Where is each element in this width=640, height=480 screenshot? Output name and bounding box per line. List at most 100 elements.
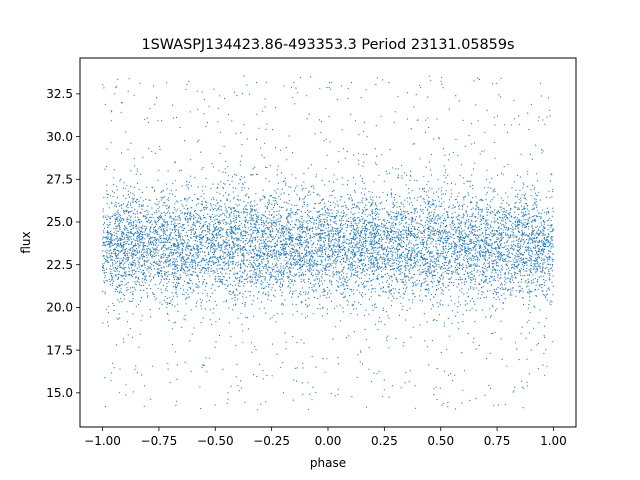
data-point [468, 194, 470, 196]
data-point [250, 208, 252, 210]
data-point [139, 218, 141, 220]
data-point [310, 252, 312, 254]
data-point [182, 224, 184, 226]
data-point [265, 128, 267, 130]
data-point [450, 248, 452, 250]
data-point [199, 264, 201, 266]
data-point [281, 188, 283, 190]
data-point [318, 218, 320, 220]
data-point [482, 251, 485, 253]
data-point [249, 266, 252, 268]
data-point [462, 263, 464, 265]
data-point [487, 208, 489, 211]
data-point [458, 219, 460, 221]
data-point [158, 210, 160, 212]
data-point [254, 205, 256, 207]
data-point [294, 263, 296, 265]
data-point [116, 240, 119, 242]
data-point [304, 211, 306, 213]
data-point [343, 296, 345, 299]
data-point [197, 287, 199, 289]
data-point [296, 243, 298, 245]
data-point [315, 223, 318, 225]
data-point [229, 183, 231, 185]
data-point [309, 257, 311, 259]
data-point [448, 262, 450, 264]
data-point [375, 323, 377, 325]
data-point [246, 275, 248, 277]
data-point [515, 206, 517, 208]
data-point [495, 298, 497, 300]
data-point [503, 166, 505, 168]
data-point [299, 258, 301, 260]
data-point [516, 348, 518, 350]
data-point [243, 211, 245, 213]
data-point [193, 248, 195, 250]
data-point [276, 203, 279, 206]
data-point [140, 204, 142, 206]
data-point [478, 241, 480, 243]
data-point [193, 327, 195, 329]
data-point [330, 393, 332, 395]
data-point [547, 97, 550, 99]
data-point [531, 238, 533, 240]
data-point [166, 208, 168, 210]
data-point [172, 260, 174, 263]
data-point [408, 243, 410, 245]
data-point [453, 247, 455, 249]
data-point [486, 214, 488, 216]
data-point [403, 341, 405, 344]
data-point [199, 225, 201, 227]
data-point [127, 236, 129, 238]
data-point [375, 249, 377, 251]
data-point [533, 208, 535, 210]
data-point [480, 247, 482, 249]
data-point [361, 178, 363, 180]
data-point [206, 248, 208, 250]
data-point [370, 234, 372, 236]
data-point [437, 237, 439, 239]
data-point [257, 173, 259, 176]
data-point [526, 223, 529, 225]
data-point [211, 163, 213, 165]
data-point [381, 261, 383, 263]
data-point [439, 256, 441, 258]
data-point [132, 257, 134, 259]
data-point [347, 285, 349, 287]
data-point [293, 379, 295, 381]
data-point [256, 203, 258, 206]
data-point [219, 281, 221, 283]
data-point [452, 225, 454, 227]
data-point [264, 246, 266, 248]
data-point [116, 227, 118, 229]
data-point [132, 247, 134, 249]
data-point [262, 239, 264, 241]
data-point [289, 257, 291, 259]
data-point [252, 239, 254, 241]
data-point [333, 239, 335, 241]
data-point [268, 180, 270, 182]
data-point [477, 269, 479, 271]
data-point [214, 300, 216, 302]
data-point [246, 249, 248, 252]
data-point [164, 196, 166, 198]
data-point [387, 315, 389, 317]
data-point [282, 245, 284, 247]
data-point [212, 183, 214, 185]
data-point [443, 257, 445, 259]
data-point [487, 266, 489, 268]
data-point [478, 251, 481, 253]
data-point [411, 189, 413, 192]
data-point [236, 272, 238, 274]
data-point [536, 251, 538, 253]
data-point [173, 263, 175, 265]
data-point [291, 254, 293, 257]
data-point [397, 231, 399, 233]
data-point [463, 221, 465, 223]
data-point [197, 198, 199, 200]
data-point [358, 207, 360, 209]
data-point [458, 233, 460, 235]
data-point [103, 215, 105, 217]
data-point [165, 205, 167, 207]
data-point [154, 255, 156, 257]
